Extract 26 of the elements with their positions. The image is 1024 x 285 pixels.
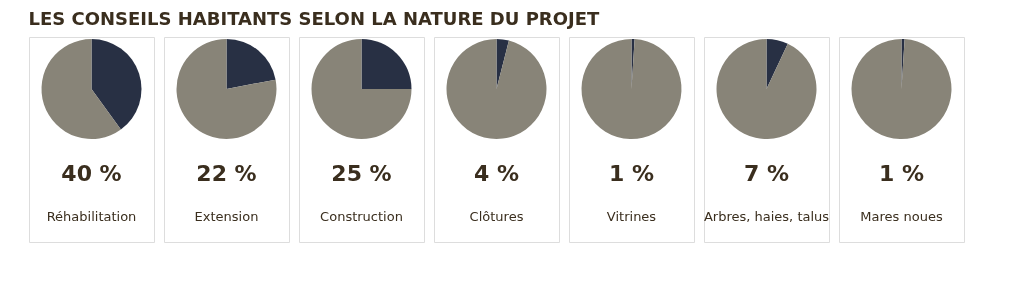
- text: 1 %: [608, 161, 655, 186]
- text: 40 %: [61, 161, 122, 186]
- pie-slice: [581, 39, 682, 139]
- pie-slice: [361, 39, 412, 89]
- text: Arbres, haies, talus: [703, 209, 830, 224]
- pie-slice: [176, 39, 277, 139]
- pie-slice: [311, 39, 412, 139]
- text: Construction: [320, 209, 403, 224]
- text: 22 %: [196, 161, 257, 186]
- text: 4 %: [473, 161, 520, 186]
- text: Vitrines: [606, 209, 657, 224]
- text: 1 %: [878, 161, 925, 186]
- pie-slice: [851, 39, 952, 139]
- pie-slice: [91, 39, 142, 130]
- pie-slice: [41, 39, 121, 139]
- pie-slice: [446, 39, 547, 139]
- pie-slice: [716, 39, 817, 139]
- text: LES CONSEILS HABITANTS SELON LA NATURE DU PROJET: [28, 7, 600, 29]
- pie-slice: [766, 39, 788, 89]
- text: Mares noues: [860, 209, 943, 224]
- text: Clôtures: [469, 209, 524, 224]
- text: 25 %: [331, 161, 392, 186]
- pie-slice: [226, 39, 276, 89]
- text: 7 %: [743, 161, 790, 186]
- text: Extension: [194, 209, 259, 224]
- text: Réhabilitation: [46, 209, 137, 224]
